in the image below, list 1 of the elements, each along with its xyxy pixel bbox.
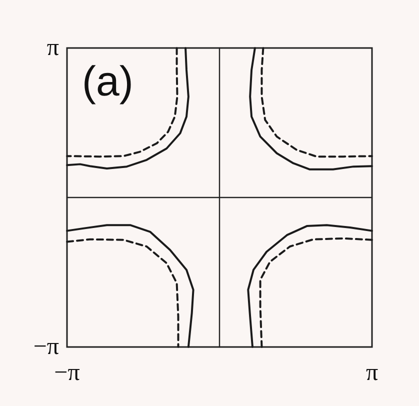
annotation: (a) bbox=[82, 58, 134, 104]
